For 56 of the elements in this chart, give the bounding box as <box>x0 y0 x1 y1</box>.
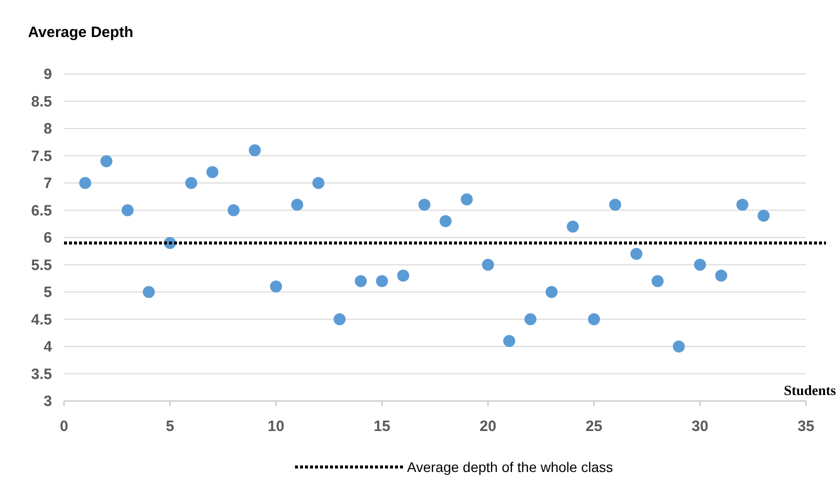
point <box>291 198 304 211</box>
y-tick-label: 7.5 <box>31 148 52 165</box>
point <box>460 193 473 206</box>
point <box>524 313 536 326</box>
point <box>397 270 410 282</box>
y-tick-label: 7 <box>44 175 52 192</box>
point <box>630 248 642 260</box>
x-axis-title: Students <box>784 384 837 399</box>
y-tick-label: 4 <box>44 338 53 356</box>
x-tick-label: 20 <box>480 418 496 435</box>
point <box>79 177 92 189</box>
point <box>440 215 452 228</box>
point <box>652 275 664 288</box>
point <box>672 340 685 352</box>
y-tick-label: 3 <box>44 393 52 410</box>
point <box>418 198 430 211</box>
x-tick-label: 10 <box>268 418 284 435</box>
y-tick-label: 9 <box>44 66 52 83</box>
ref-line-label: Average depth of the whole class <box>407 459 613 475</box>
x-tick-label: 15 <box>374 418 390 435</box>
point <box>758 210 770 222</box>
x-tick-label: 35 <box>798 418 814 435</box>
point <box>248 144 261 156</box>
point <box>736 198 748 211</box>
y-tick-label: 8 <box>44 120 52 138</box>
point <box>142 286 155 298</box>
point <box>546 286 558 298</box>
point <box>122 204 134 216</box>
y-tick-label: 5 <box>44 284 52 301</box>
point <box>376 275 388 288</box>
y-tick-label: 8.5 <box>31 93 52 110</box>
point <box>566 220 579 233</box>
y-tick-label: 6 <box>44 230 52 246</box>
point <box>185 177 198 189</box>
x-tick-label: 25 <box>586 418 602 435</box>
y-tick-label: 5.5 <box>31 256 52 274</box>
x-tick-label: 5 <box>166 418 174 435</box>
point <box>694 258 706 271</box>
y-tick-label: 3.5 <box>31 366 52 383</box>
point <box>270 280 282 293</box>
point <box>609 198 622 211</box>
point <box>312 177 324 189</box>
point <box>334 313 346 326</box>
point <box>354 275 367 288</box>
y-axis-title: Average Depth <box>28 24 134 41</box>
point <box>588 313 600 326</box>
x-tick-label: 0 <box>60 418 68 435</box>
point <box>228 204 240 216</box>
x-tick-label: 30 <box>692 418 708 435</box>
y-tick-label: 4.5 <box>31 311 52 328</box>
point <box>206 166 218 178</box>
point <box>715 270 728 282</box>
y-tick-label: 6.5 <box>31 202 52 220</box>
point <box>100 155 112 168</box>
point <box>482 258 494 271</box>
point <box>503 335 516 348</box>
